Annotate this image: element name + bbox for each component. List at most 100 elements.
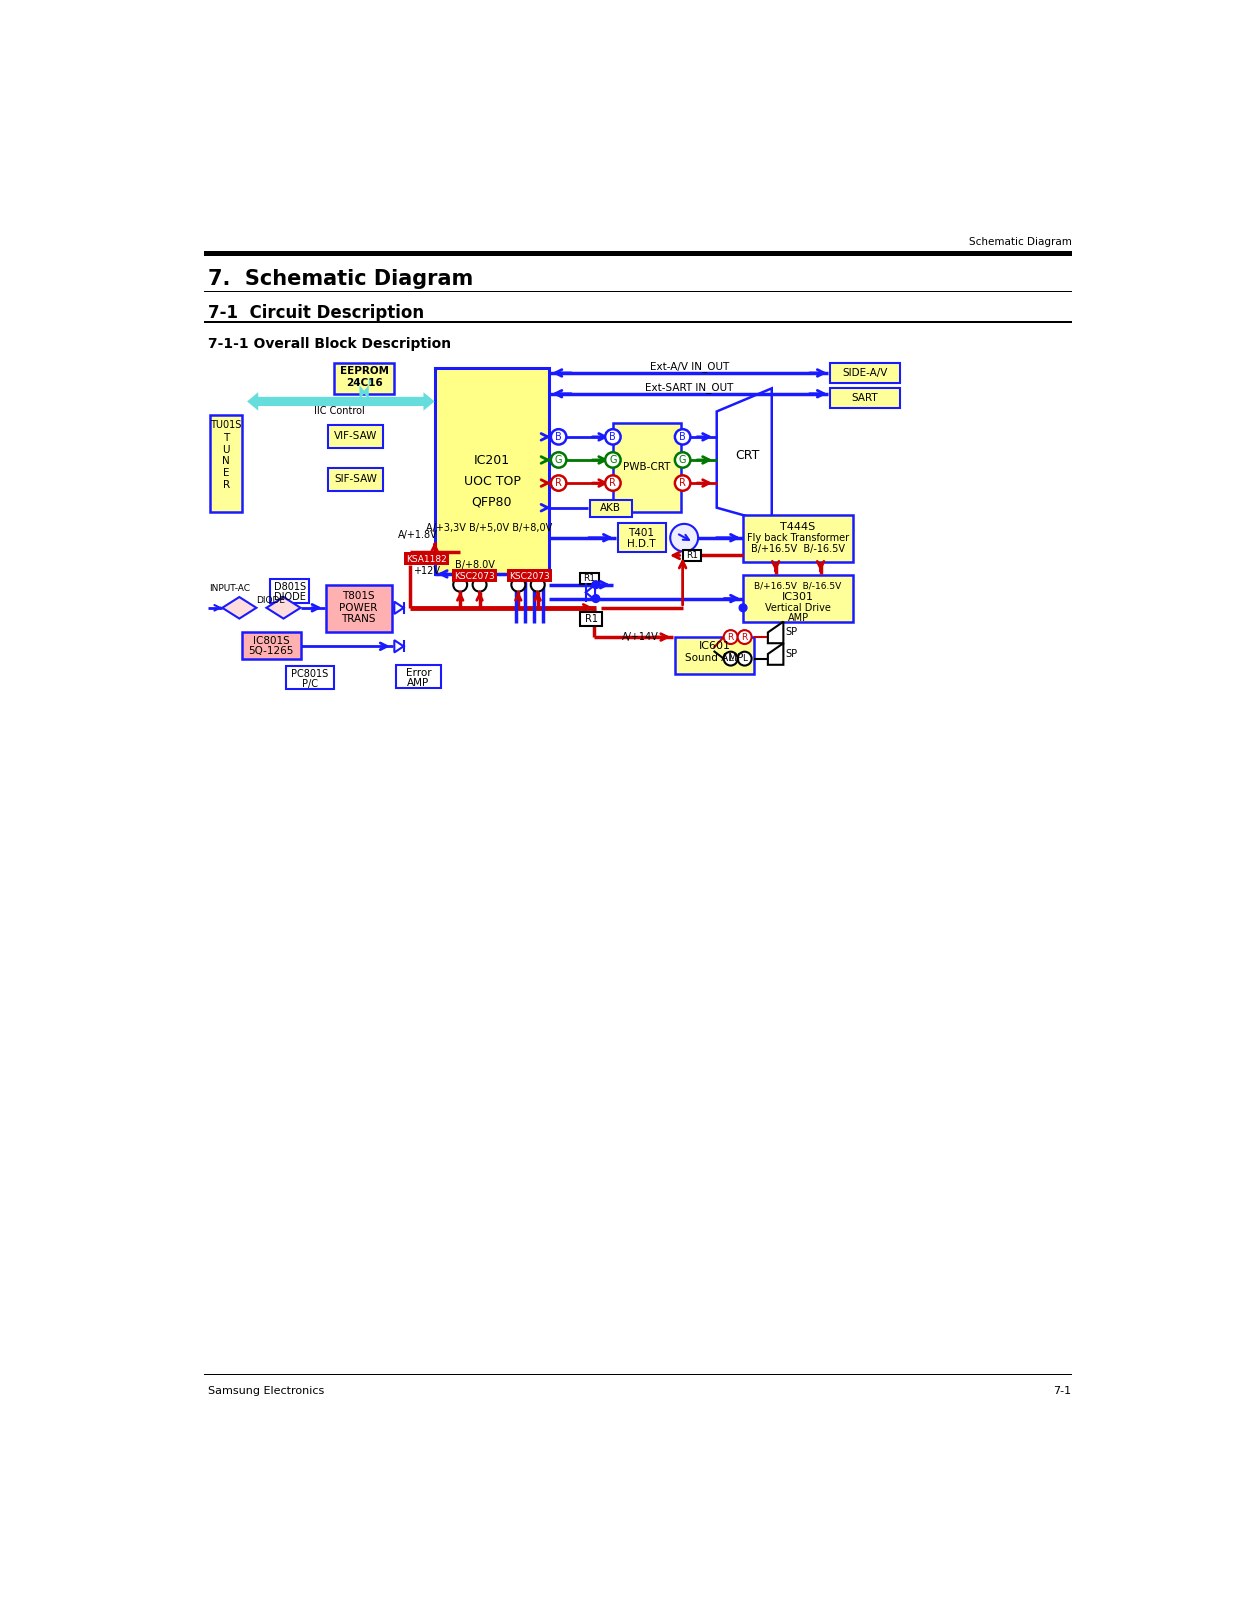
Circle shape [550, 453, 566, 467]
Polygon shape [395, 602, 403, 614]
Text: AKB: AKB [600, 504, 621, 514]
Bar [270, 579, 309, 603]
Bar [327, 467, 383, 491]
Text: POWER: POWER [340, 603, 378, 613]
Text: R1: R1 [585, 613, 598, 624]
Text: B: B [610, 432, 616, 442]
Text: 7-1-1 Overall Block Description: 7-1-1 Overall Block Description [208, 336, 452, 350]
Text: SP: SP [786, 650, 797, 659]
Text: IC301: IC301 [782, 592, 814, 602]
Bar [452, 570, 498, 582]
Circle shape [675, 475, 691, 491]
Circle shape [723, 630, 737, 643]
Text: IIC Control: IIC Control [314, 406, 365, 416]
Text: B/+16.5V  B/-16.5V: B/+16.5V B/-16.5V [751, 544, 845, 554]
Circle shape [530, 578, 544, 592]
Text: B: B [680, 432, 686, 442]
Text: QFP80: QFP80 [472, 494, 512, 509]
Text: G: G [679, 454, 686, 466]
Text: IC601: IC601 [698, 642, 731, 651]
Text: D801S: D801S [274, 582, 306, 592]
Bar [580, 573, 599, 584]
Circle shape [512, 578, 525, 592]
Text: Ext-SART IN_OUT: Ext-SART IN_OUT [645, 382, 733, 394]
Bar [743, 515, 853, 562]
Text: R: R [727, 632, 733, 642]
Text: G: G [609, 454, 616, 466]
Circle shape [605, 453, 620, 467]
Text: EEPROM: EEPROM [340, 366, 388, 376]
Text: A/+1.8V: A/+1.8V [397, 530, 437, 539]
Polygon shape [585, 584, 595, 600]
Circle shape [670, 523, 698, 552]
Text: N: N [223, 456, 230, 467]
Text: P/C: P/C [301, 678, 317, 690]
Text: IC201: IC201 [474, 454, 510, 467]
Text: DIODE: DIODE [255, 595, 285, 605]
Text: UOC TOP: UOC TOP [463, 475, 520, 488]
Circle shape [723, 651, 737, 666]
Bar [326, 584, 392, 632]
Circle shape [737, 651, 752, 666]
Text: R: R [680, 478, 686, 488]
Circle shape [675, 453, 691, 467]
Text: R1: R1 [686, 550, 698, 560]
Text: R1: R1 [584, 574, 595, 582]
Bar [243, 632, 300, 659]
Text: Error: Error [406, 669, 431, 678]
Circle shape [675, 429, 691, 445]
Text: TU01S: TU01S [210, 419, 242, 429]
Polygon shape [223, 597, 256, 619]
Text: B/+8.0V: B/+8.0V [454, 560, 494, 570]
Text: 7-1: 7-1 [1053, 1386, 1072, 1395]
Text: T801S: T801S [342, 592, 375, 602]
Text: Schematic Diagram: Schematic Diagram [969, 237, 1072, 246]
Bar [210, 416, 243, 512]
Text: E: E [223, 469, 229, 478]
Text: T: T [223, 434, 229, 443]
Text: SIF-SAW: SIF-SAW [334, 474, 377, 485]
Text: R: R [610, 478, 616, 488]
Bar [286, 666, 334, 688]
Circle shape [605, 475, 620, 491]
Text: SIDE-A/V: SIDE-A/V [842, 368, 888, 378]
Text: G: G [555, 454, 563, 466]
Circle shape [591, 595, 600, 603]
Circle shape [453, 578, 467, 592]
Text: SART: SART [852, 392, 878, 403]
Bar [580, 611, 603, 626]
Text: SP: SP [786, 627, 797, 637]
Text: KSC2073: KSC2073 [509, 571, 549, 581]
Bar [435, 368, 549, 574]
Bar [507, 570, 552, 582]
Text: B/+16.5V  B/-16.5V: B/+16.5V B/-16.5V [754, 582, 842, 590]
Bar [204, 251, 1072, 256]
Polygon shape [717, 389, 772, 523]
Polygon shape [768, 622, 783, 643]
Polygon shape [247, 392, 435, 411]
Text: KSC2073: KSC2073 [454, 571, 496, 581]
Circle shape [740, 603, 747, 611]
Text: B: B [555, 432, 561, 442]
Text: AMP: AMP [788, 613, 809, 622]
Text: L: L [742, 654, 747, 662]
Bar [403, 552, 448, 565]
Bar [590, 499, 632, 517]
Text: IC801S: IC801S [253, 635, 290, 646]
Bar [743, 576, 853, 622]
Text: Vertical Drive: Vertical Drive [766, 603, 832, 613]
Text: TRANS: TRANS [341, 614, 376, 624]
Text: CRT: CRT [735, 450, 759, 462]
Bar [675, 637, 754, 674]
Text: 5Q-1265: 5Q-1265 [249, 646, 294, 656]
Text: INPUT-AC: INPUT-AC [209, 584, 250, 594]
Text: KSA1182: KSA1182 [406, 555, 447, 563]
Circle shape [550, 429, 566, 445]
Circle shape [473, 578, 487, 592]
Bar [396, 664, 441, 688]
Polygon shape [768, 643, 783, 664]
Bar [334, 363, 395, 394]
Text: 7-1  Circuit Description: 7-1 Circuit Description [208, 304, 425, 322]
Text: 7.  Schematic Diagram: 7. Schematic Diagram [208, 269, 473, 290]
Text: Fly back Transformer: Fly back Transformer [747, 533, 849, 542]
